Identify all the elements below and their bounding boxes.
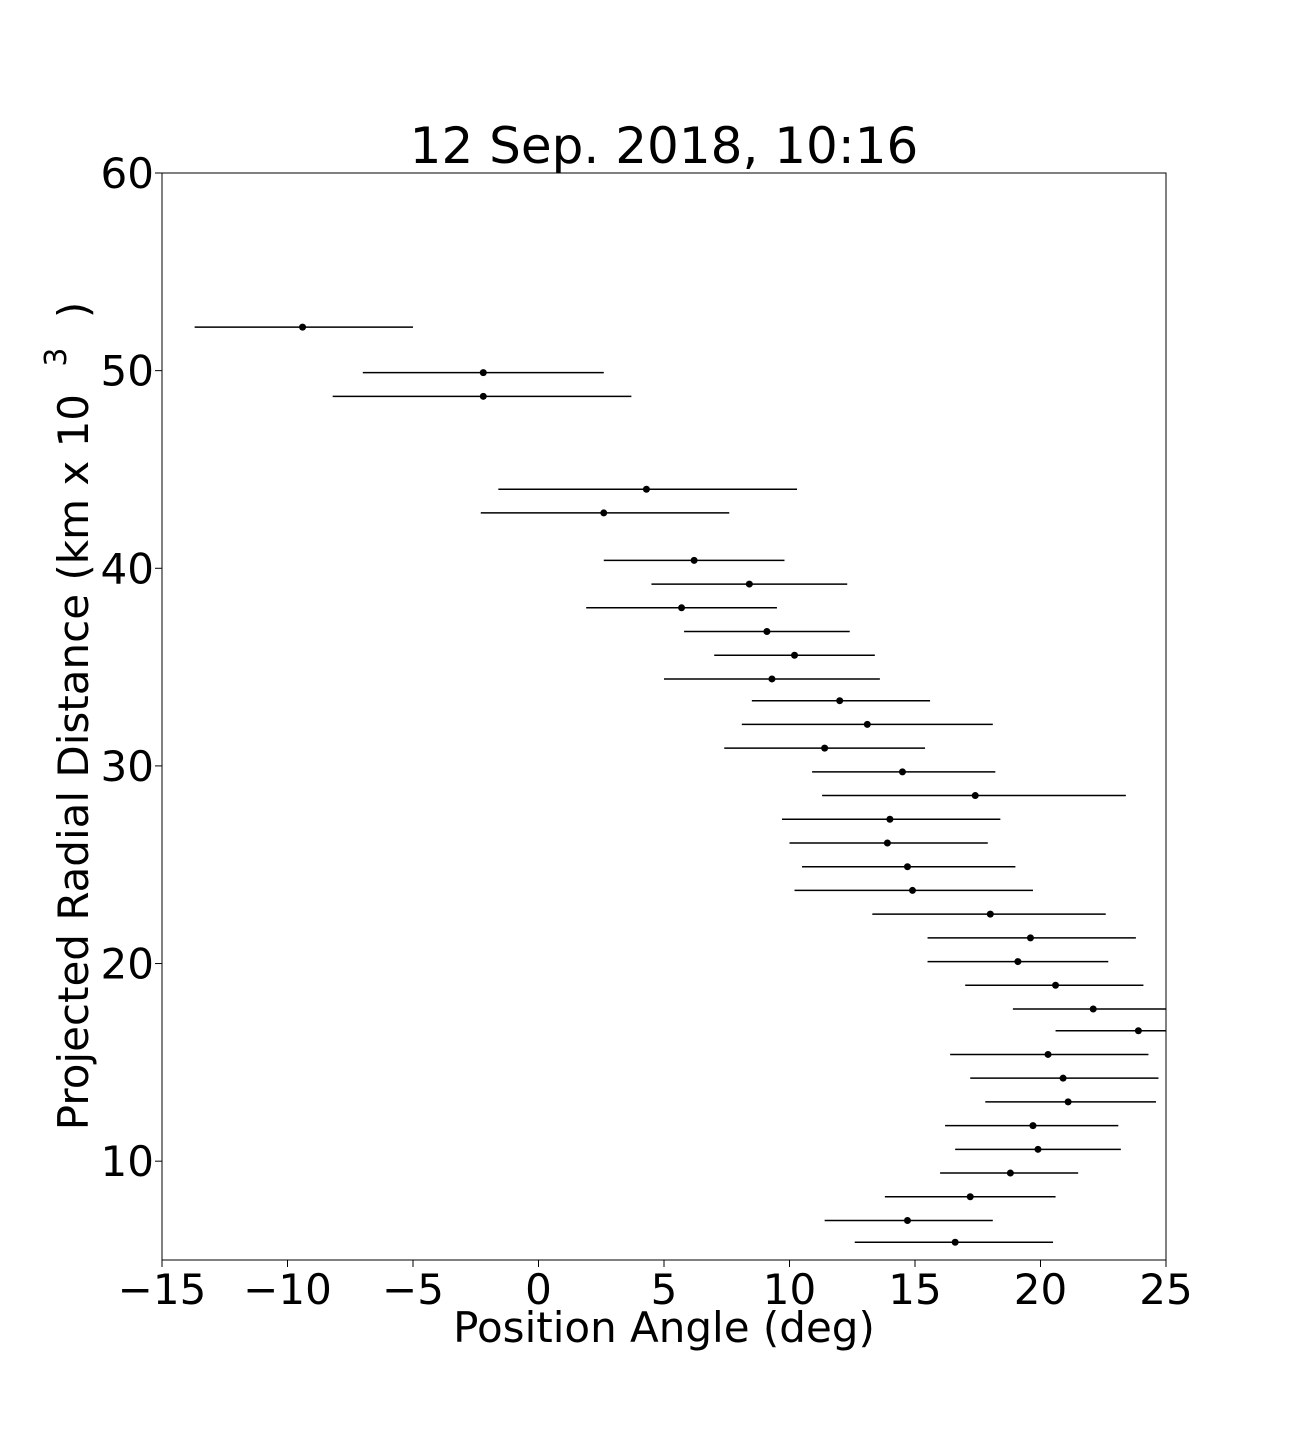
data-point: [479, 369, 487, 377]
data-point: [600, 509, 608, 517]
x-tick-label: 20: [1014, 1265, 1067, 1314]
data-point: [791, 651, 799, 659]
y-tick-label: 30: [101, 742, 154, 791]
data-point: [745, 580, 753, 588]
data-point: [903, 863, 911, 871]
plot-area: [161, 172, 1167, 1261]
data-point: [836, 697, 844, 705]
data-point: [986, 910, 994, 918]
y-tick-label: 60: [101, 149, 154, 198]
y-axis-label-superscript: 3: [39, 348, 74, 367]
y-axis-label-close: ): [49, 302, 98, 318]
x-tick-label: 15: [888, 1265, 941, 1314]
x-tick-label: 5: [651, 1265, 678, 1314]
error-bars: [194, 326, 1166, 1243]
data-points: [299, 323, 1142, 1246]
data-point: [903, 1216, 911, 1224]
data-point: [863, 720, 871, 728]
data-point: [1029, 1122, 1037, 1130]
x-tick-label: −15: [118, 1265, 207, 1314]
data-point: [951, 1238, 959, 1246]
data-point: [763, 628, 771, 636]
y-tick-label: 20: [101, 940, 154, 989]
chart-title: 12 Sep. 2018, 10:16: [410, 117, 919, 175]
data-point: [768, 675, 776, 683]
data-point: [971, 792, 979, 800]
data-point: [299, 323, 307, 331]
data-point: [1044, 1050, 1052, 1058]
data-point: [1006, 1169, 1014, 1177]
y-axis-label: Projected Radial Distance (km x 10 3 ): [27, 302, 98, 1130]
data-point: [908, 886, 916, 894]
x-tick-label: 0: [525, 1265, 552, 1314]
data-point: [886, 815, 894, 823]
y-axis: 10 20 30 40 50 60: [101, 149, 162, 1186]
data-point: [1064, 1098, 1072, 1106]
data-point: [883, 839, 891, 847]
x-tick-label: 25: [1139, 1265, 1192, 1314]
data-point: [690, 556, 698, 564]
y-tick-label: 40: [101, 544, 154, 593]
data-point: [898, 768, 906, 776]
x-tick-label: −5: [382, 1265, 444, 1314]
y-axis-label-group: Projected Radial Distance (km x 10 3 ): [27, 302, 98, 1130]
data-point: [479, 392, 487, 400]
data-point: [1026, 934, 1034, 942]
x-axis: −15 −10 −5 0 5 10 15 20 25: [118, 1260, 1193, 1314]
data-point: [966, 1193, 974, 1201]
data-point: [642, 485, 650, 493]
y-tick-label: 10: [101, 1137, 154, 1186]
data-point: [1052, 981, 1060, 989]
data-point: [821, 744, 829, 752]
x-axis-label: Position Angle (deg): [453, 1303, 875, 1352]
x-tick-label: −10: [243, 1265, 332, 1314]
data-point: [1034, 1145, 1042, 1153]
y-axis-label-main: Projected Radial Distance (km x 10: [49, 394, 98, 1130]
data-point: [1014, 958, 1022, 966]
data-point: [1059, 1074, 1067, 1082]
data-point: [678, 604, 686, 612]
data-point: [1134, 1027, 1142, 1035]
data-point: [1089, 1005, 1097, 1013]
y-tick-label: 50: [101, 347, 154, 396]
x-tick-label: 10: [763, 1265, 816, 1314]
